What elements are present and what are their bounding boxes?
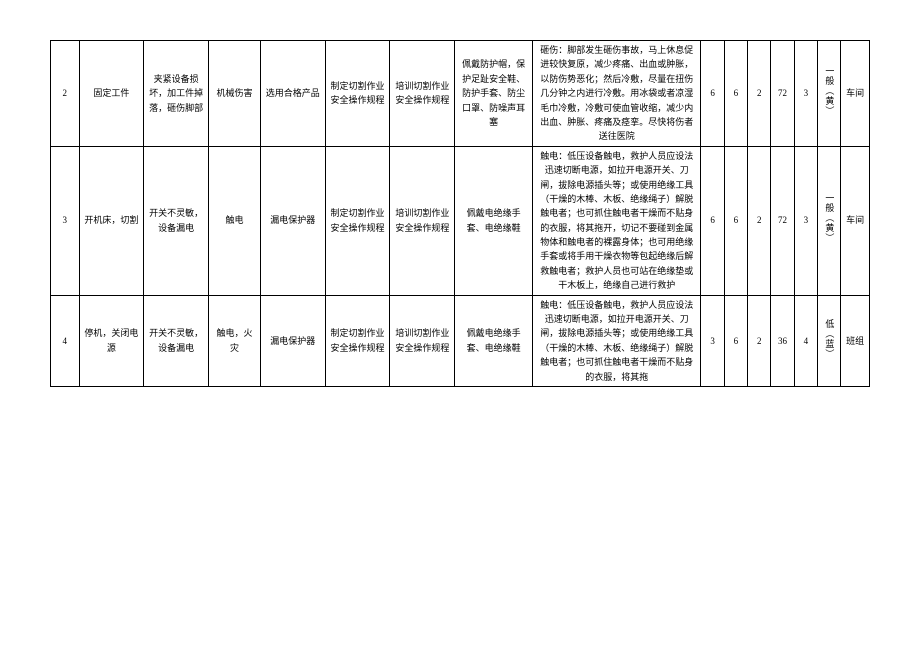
cell-train: 培训切割作业安全操作规程	[390, 295, 455, 386]
cell-level: 一般（黄）	[818, 41, 841, 147]
cell-D: 36	[771, 295, 794, 386]
cell-mgmt: 制定切割作业安全操作规程	[325, 295, 390, 386]
cell-train: 培训切割作业安全操作规程	[390, 146, 455, 295]
cell-E: 6	[724, 41, 747, 147]
cell-L: 3	[701, 295, 724, 386]
cell-hazard: 夹紧设备损坏，加工件掉落，砸伤脚部	[144, 41, 209, 147]
table-body: 2 固定工件 夹紧设备损坏，加工件掉落，砸伤脚部 机械伤害 选用合格产品 制定切…	[51, 41, 870, 387]
cell-L: 6	[701, 41, 724, 147]
document-page: 2 固定工件 夹紧设备损坏，加工件掉落，砸伤脚部 机械伤害 选用合格产品 制定切…	[0, 0, 920, 427]
cell-C: 2	[748, 146, 771, 295]
cell-step: 停机，关闭电源	[79, 295, 144, 386]
table-row: 2 固定工件 夹紧设备损坏，加工件掉落，砸伤脚部 机械伤害 选用合格产品 制定切…	[51, 41, 870, 147]
cell-grade: 3	[794, 41, 817, 147]
cell-level: 一般（黄）	[818, 146, 841, 295]
cell-D: 72	[771, 41, 794, 147]
cell-resp: 车间	[841, 146, 870, 295]
cell-train: 培训切割作业安全操作规程	[390, 41, 455, 147]
cell-E: 6	[724, 146, 747, 295]
cell-idx: 3	[51, 146, 80, 295]
table-row: 3 开机床，切割 开关不灵敏，设备漏电 触电 漏电保护器 制定切割作业安全操作规…	[51, 146, 870, 295]
cell-ppe: 佩戴电绝缘手套、电绝缘鞋	[455, 146, 533, 295]
cell-hazard: 开关不灵敏，设备漏电	[144, 146, 209, 295]
cell-E: 6	[724, 295, 747, 386]
table-row: 4 停机，关闭电源 开关不灵敏，设备漏电 触电，火灾 漏电保护器 制定切割作业安…	[51, 295, 870, 386]
cell-eng: 选用合格产品	[260, 41, 325, 147]
cell-L: 6	[701, 146, 724, 295]
cell-emerg: 触电：低压设备触电，救护人员应设法迅速切断电源，如拉开电源开关、刀闸，拔除电源插…	[532, 146, 700, 295]
cell-ppe: 佩戴电绝缘手套、电绝缘鞋	[455, 295, 533, 386]
risk-assessment-table: 2 固定工件 夹紧设备损坏，加工件掉落，砸伤脚部 机械伤害 选用合格产品 制定切…	[50, 40, 870, 387]
cell-C: 2	[748, 295, 771, 386]
cell-hazard: 开关不灵敏，设备漏电	[144, 295, 209, 386]
cell-D: 72	[771, 146, 794, 295]
cell-step: 开机床，切割	[79, 146, 144, 295]
cell-mgmt: 制定切割作业安全操作规程	[325, 146, 390, 295]
cell-C: 2	[748, 41, 771, 147]
cell-step: 固定工件	[79, 41, 144, 147]
cell-type: 触电，火灾	[209, 295, 261, 386]
cell-resp: 班组	[841, 295, 870, 386]
cell-resp: 车间	[841, 41, 870, 147]
cell-eng: 漏电保护器	[260, 295, 325, 386]
cell-ppe: 佩戴防护帽，保护足趾安全鞋、防护手套、防尘口罩、防噪声耳塞	[455, 41, 533, 147]
cell-type: 触电	[209, 146, 261, 295]
cell-mgmt: 制定切割作业安全操作规程	[325, 41, 390, 147]
cell-level: 低（蓝）	[818, 295, 841, 386]
cell-grade: 3	[794, 146, 817, 295]
cell-type: 机械伤害	[209, 41, 261, 147]
cell-grade: 4	[794, 295, 817, 386]
cell-emerg: 触电：低压设备触电，救护人员应设法迅速切断电源，如拉开电源开关、刀闸，拔除电源插…	[532, 295, 700, 386]
cell-eng: 漏电保护器	[260, 146, 325, 295]
cell-emerg: 砸伤：脚部发生砸伤事故，马上休息促进较快复原，减少疼痛、出血或肿胀，以防伤势恶化…	[532, 41, 700, 147]
cell-idx: 4	[51, 295, 80, 386]
cell-idx: 2	[51, 41, 80, 147]
